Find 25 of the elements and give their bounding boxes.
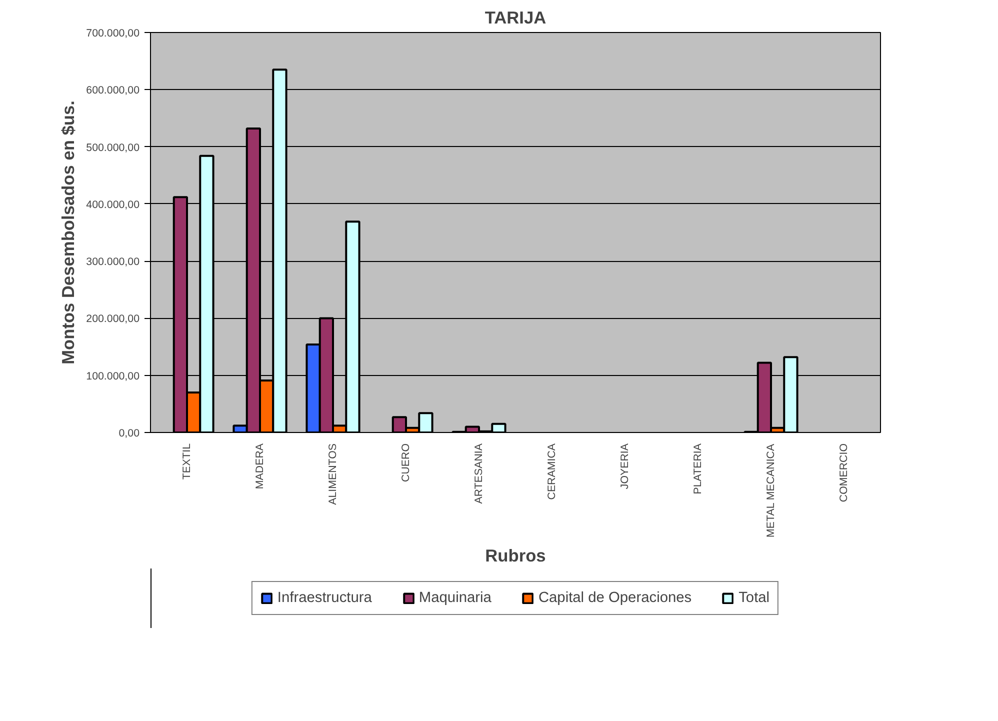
y-tick-label: 100.000,00 bbox=[86, 370, 140, 382]
legend-label: Infraestructura bbox=[277, 590, 372, 606]
x-tick-label: PLATERIA bbox=[692, 442, 704, 494]
y-tick-label: 0,00 bbox=[118, 428, 140, 440]
y-tick-label: 400.000,00 bbox=[86, 198, 140, 211]
legend-label: Capital de Operaciones bbox=[538, 590, 692, 606]
y-tick-label: 500.000,00 bbox=[86, 142, 140, 154]
x-tick-label: ARTESANIA bbox=[473, 442, 485, 504]
x-tick-label: CUERO bbox=[400, 444, 412, 482]
chart-title: TARIJA bbox=[484, 8, 547, 28]
y-tick-label: 600.000,00 bbox=[86, 84, 140, 97]
y-tick-label: 700.000,00 bbox=[86, 28, 140, 40]
x-axis-title: Rubros bbox=[485, 545, 546, 566]
legend-label: Maquinaria bbox=[418, 590, 492, 606]
legend-label: Total bbox=[738, 590, 770, 606]
y-axis-title: Montos Desembolsados en $us. bbox=[58, 100, 78, 364]
y-tick-label: 200.000,00 bbox=[86, 313, 140, 326]
x-tick-label: CERAMICA bbox=[546, 442, 558, 500]
x-tick-label: COMERCIO bbox=[838, 444, 850, 502]
x-tick-label: MADERA bbox=[254, 442, 266, 490]
x-tick-label: ALIMENTOS bbox=[327, 443, 339, 505]
x-tick-label: METAL MECANICA bbox=[765, 443, 777, 538]
x-tick-label: TEXTIL bbox=[181, 443, 193, 480]
x-tick-label: JOYERIA bbox=[619, 442, 631, 490]
y-tick-label: 300.000,00 bbox=[86, 256, 140, 268]
